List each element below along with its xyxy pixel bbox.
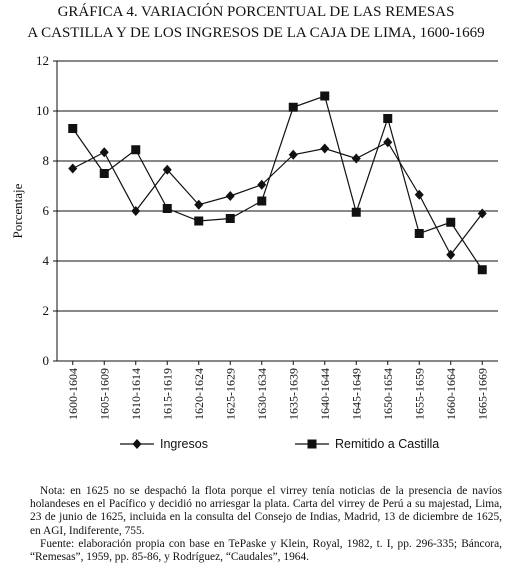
marker bbox=[446, 249, 456, 260]
marker bbox=[99, 147, 109, 158]
marker bbox=[225, 214, 235, 223]
marker bbox=[131, 145, 141, 155]
marker bbox=[383, 114, 393, 123]
marker bbox=[351, 207, 361, 217]
marker bbox=[446, 217, 456, 227]
marker bbox=[99, 169, 109, 178]
legend-label: Remitido a Castilla bbox=[335, 437, 439, 451]
marker bbox=[288, 149, 298, 160]
marker bbox=[194, 216, 204, 226]
marker bbox=[257, 196, 267, 206]
marker bbox=[477, 208, 487, 219]
legend-label: Ingresos bbox=[160, 437, 208, 451]
marker bbox=[477, 265, 487, 275]
x-tick-label: 1650-1654 bbox=[381, 368, 395, 420]
x-tick-label: 1645-1649 bbox=[349, 368, 363, 420]
y-tick-label: 4 bbox=[43, 253, 50, 268]
marker bbox=[351, 153, 361, 164]
x-tick-label: 1625-1629 bbox=[223, 368, 237, 420]
chart-title: GRÁFICA 4. VARIACIÓN PORCENTUAL DE LAS R… bbox=[58, 3, 455, 20]
marker bbox=[383, 137, 393, 148]
marker bbox=[162, 204, 172, 213]
marker bbox=[257, 179, 267, 190]
marker bbox=[225, 191, 235, 201]
x-tick-label: 1665-1669 bbox=[475, 368, 489, 420]
marker bbox=[414, 229, 424, 238]
notes: Nota: en 1625 no se despachó la flota po… bbox=[30, 485, 502, 564]
y-tick-label: 0 bbox=[43, 353, 50, 368]
x-tick-label: 1610-1614 bbox=[129, 368, 143, 420]
marker bbox=[307, 439, 317, 449]
y-tick-label: 8 bbox=[43, 153, 50, 168]
marker bbox=[131, 206, 141, 216]
marker bbox=[162, 164, 172, 175]
chart: GRÁFICA 4. VARIACIÓN PORCENTUAL DE LAS R… bbox=[10, 3, 498, 451]
marker bbox=[68, 124, 78, 133]
x-tick-label: 1660-1664 bbox=[444, 368, 458, 420]
marker bbox=[414, 189, 424, 200]
note: Nota: en 1625 no se despachó la flota po… bbox=[30, 485, 502, 537]
x-tick-label: 1620-1624 bbox=[192, 368, 206, 420]
x-tick-label: 1640-1644 bbox=[318, 368, 332, 420]
x-tick-label: 1630-1634 bbox=[255, 368, 269, 420]
marker bbox=[194, 199, 204, 210]
y-axis-label: Porcentaje bbox=[10, 183, 25, 238]
series-line bbox=[72, 141, 483, 256]
marker bbox=[320, 91, 330, 101]
x-tick-label: 1635-1639 bbox=[286, 368, 300, 420]
y-tick-label: 6 bbox=[43, 203, 50, 218]
note: Fuente: elaboración propia con base en T… bbox=[30, 537, 502, 564]
series-line bbox=[72, 95, 483, 271]
marker bbox=[132, 439, 142, 449]
x-tick-label: 1600-1604 bbox=[66, 368, 80, 420]
y-tick-label: 12 bbox=[36, 53, 49, 68]
marker bbox=[320, 143, 330, 154]
marker bbox=[68, 163, 78, 174]
x-tick-label: 1605-1609 bbox=[97, 368, 111, 420]
y-tick-label: 10 bbox=[36, 103, 49, 118]
x-tick-label: 1615-1619 bbox=[160, 368, 174, 420]
y-tick-label: 2 bbox=[43, 303, 50, 318]
x-tick-label: 1655-1659 bbox=[412, 368, 426, 420]
chart-title: A CASTILLA Y DE LOS INGRESOS DE LA CAJA … bbox=[27, 25, 484, 41]
marker bbox=[288, 102, 298, 112]
